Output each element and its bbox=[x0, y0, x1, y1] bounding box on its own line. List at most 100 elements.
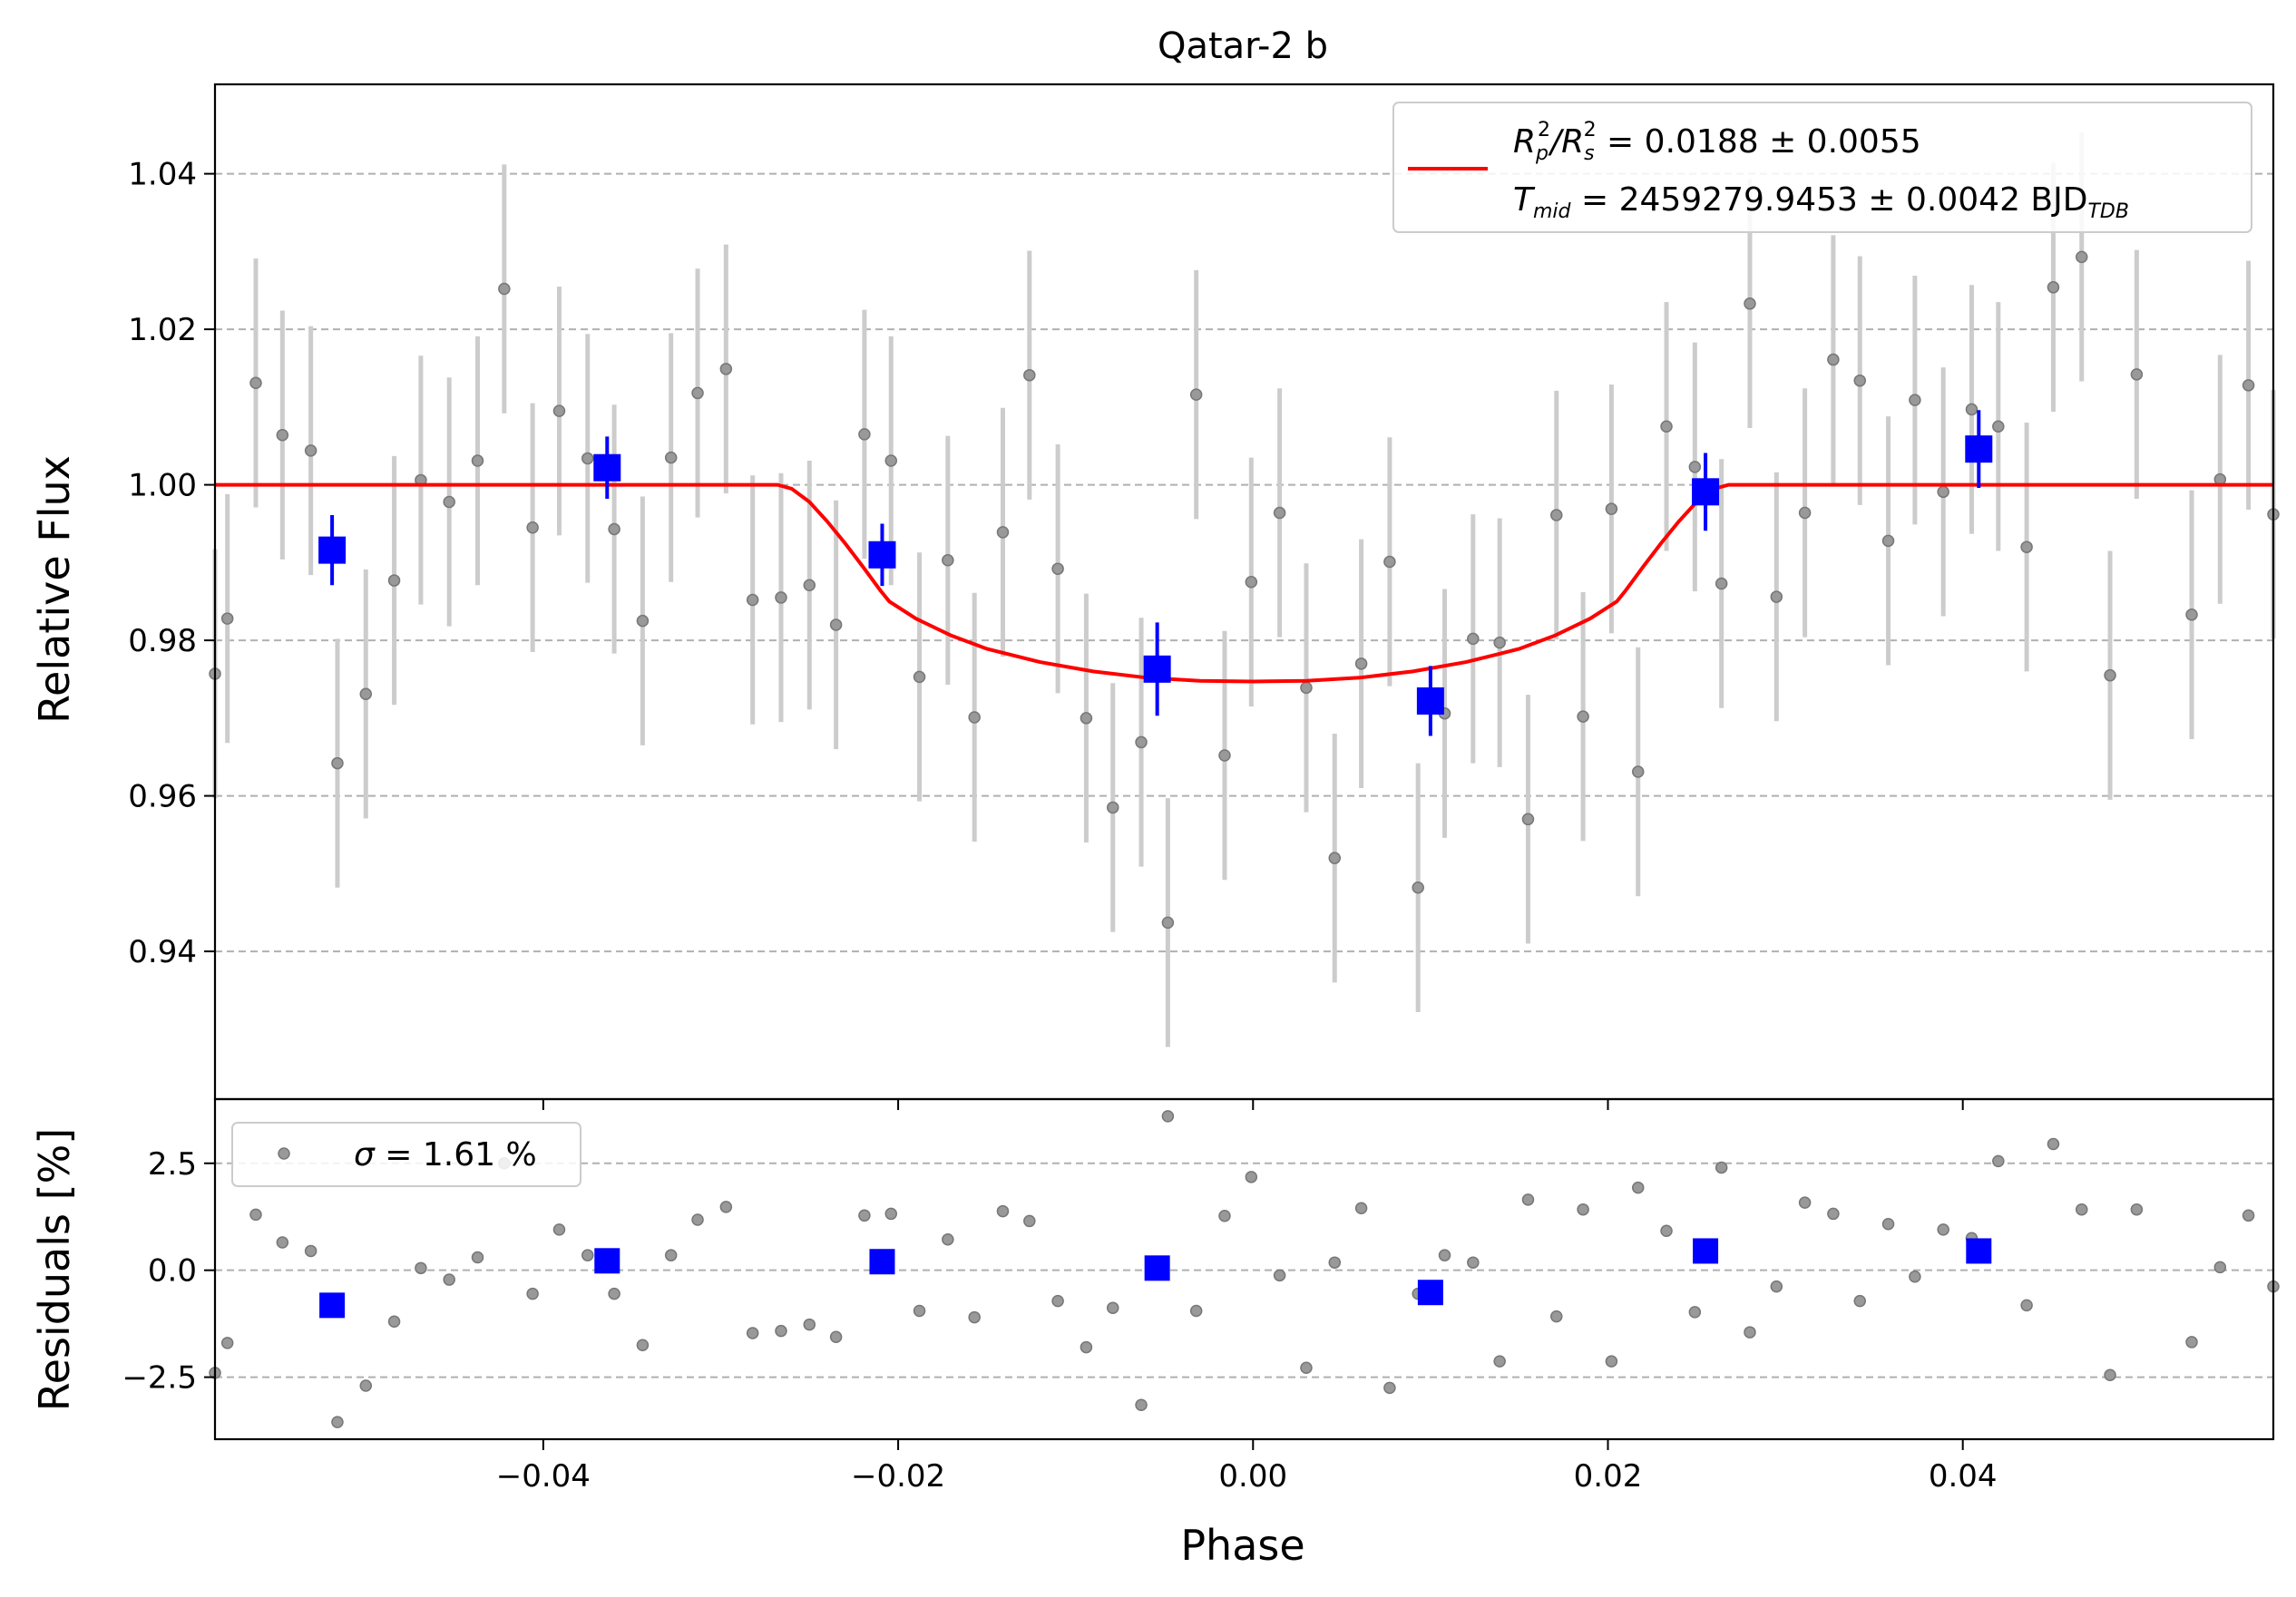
residual-data-point bbox=[1744, 1326, 1756, 1339]
main-data-point bbox=[1273, 506, 1286, 520]
residual-data-point bbox=[1853, 1294, 1866, 1308]
main-y-tick-label: 1.00 bbox=[128, 468, 197, 504]
residual-data-point bbox=[968, 1310, 981, 1324]
residual-data-point bbox=[276, 1236, 289, 1249]
main-data-point bbox=[2130, 368, 2144, 381]
main-data-point bbox=[1245, 576, 1258, 589]
main-data-point bbox=[2047, 281, 2060, 294]
main-data-point bbox=[1521, 813, 1535, 826]
main-data-point bbox=[1992, 420, 2005, 433]
residual-data-point bbox=[1023, 1214, 1036, 1228]
residual-data-point bbox=[1937, 1223, 1949, 1236]
residual-data-point bbox=[803, 1318, 816, 1331]
main-y-tick-label: 0.94 bbox=[128, 934, 197, 970]
main-data-point bbox=[220, 612, 234, 625]
main-binned-point bbox=[1143, 655, 1171, 683]
main-data-point bbox=[1189, 388, 1203, 401]
residual-data-point bbox=[2104, 1368, 2116, 1381]
main-data-point bbox=[1383, 555, 1396, 569]
main-data-point bbox=[1770, 590, 1783, 603]
residual-data-point bbox=[2020, 1299, 2033, 1312]
x-tick-label: 0.00 bbox=[1218, 1458, 1287, 1495]
residual-y-tick-label: 2.5 bbox=[148, 1146, 197, 1183]
main-legend: Rp2/Rs2 = 0.0188 ± 0.0055 Tmid = 2459279… bbox=[1392, 102, 2252, 233]
main-data-point bbox=[691, 386, 704, 400]
residual-data-point bbox=[1605, 1355, 1618, 1368]
main-data-point bbox=[1881, 534, 1895, 548]
residual-data-point bbox=[387, 1315, 401, 1329]
residual-data-point bbox=[1493, 1355, 1506, 1368]
residual-data-point bbox=[1245, 1171, 1258, 1183]
main-y-axis-label: Relative Flux bbox=[30, 455, 79, 724]
residual-data-point bbox=[1051, 1294, 1064, 1308]
main-data-point bbox=[829, 618, 843, 631]
main-legend-box bbox=[1392, 102, 2252, 233]
x-axis-label: Phase bbox=[1180, 1521, 1304, 1570]
main-errorbars bbox=[212, 132, 2276, 1047]
residual-data-point bbox=[1909, 1271, 1921, 1283]
main-data-point bbox=[1023, 368, 1036, 382]
main-data-point bbox=[1218, 749, 1231, 762]
residual-data-point bbox=[2213, 1261, 2227, 1274]
main-y-tick-label: 1.02 bbox=[128, 312, 197, 348]
residual-data-point bbox=[304, 1244, 318, 1258]
residual-data-point bbox=[249, 1208, 262, 1222]
residual-data-point bbox=[2075, 1203, 2088, 1216]
main-binned-points bbox=[318, 410, 1993, 736]
residual-data-point bbox=[1467, 1256, 1480, 1269]
residual-data-point bbox=[1189, 1304, 1203, 1318]
residual-data-point bbox=[664, 1249, 678, 1261]
main-data-point bbox=[1605, 502, 1618, 515]
main-data-point bbox=[581, 452, 594, 465]
residual-data-point bbox=[1080, 1340, 1093, 1354]
main-data-point bbox=[1660, 420, 1673, 433]
main-data-point bbox=[526, 521, 539, 534]
legend-tmid-text: Tmid = 2459279.9453 ± 0.0042 BJDTDB bbox=[1513, 181, 2129, 223]
residual-data-point bbox=[1107, 1301, 1119, 1314]
residual-data-point bbox=[1135, 1398, 1148, 1412]
main-data-point bbox=[1080, 712, 1093, 725]
residual-data-point bbox=[2047, 1137, 2060, 1151]
residual-data-point bbox=[1827, 1207, 1840, 1221]
residual-binned-points bbox=[319, 1238, 1992, 1319]
residual-data-point bbox=[942, 1232, 954, 1246]
main-data-point bbox=[2104, 668, 2116, 682]
residual-data-point bbox=[1273, 1269, 1286, 1282]
residual-gridlines bbox=[215, 1162, 2273, 1378]
main-data-point bbox=[884, 454, 897, 467]
residual-legend-text: σ = 1.61 % bbox=[354, 1136, 537, 1173]
residual-data-point bbox=[2242, 1209, 2255, 1222]
x-tick-label: −0.02 bbox=[851, 1458, 945, 1495]
residual-data-point bbox=[331, 1416, 344, 1428]
residual-data-point bbox=[1328, 1256, 1342, 1269]
main-data-point bbox=[858, 428, 871, 441]
residual-data-point bbox=[1438, 1249, 1451, 1261]
residual-data-point bbox=[359, 1379, 373, 1392]
residual-axes-frame bbox=[213, 1097, 2275, 1441]
main-data-point bbox=[2185, 609, 2198, 621]
residual-data-point bbox=[443, 1273, 455, 1286]
main-data-point bbox=[1354, 657, 1368, 670]
main-data-point bbox=[331, 756, 344, 770]
main-data-point bbox=[775, 591, 787, 604]
main-data-point bbox=[746, 593, 759, 607]
residual-data-point bbox=[552, 1223, 566, 1236]
main-data-point bbox=[1412, 881, 1424, 894]
main-data-point bbox=[1827, 353, 1840, 366]
main-axes-frame bbox=[213, 83, 2275, 1101]
residual-data-point bbox=[1798, 1196, 1812, 1209]
residual-y-tick-label: −2.5 bbox=[122, 1360, 197, 1397]
main-data-point bbox=[2242, 379, 2255, 392]
main-data-point bbox=[1965, 403, 1978, 416]
x-tick-label: 0.04 bbox=[1929, 1458, 1998, 1495]
main-data-point bbox=[1577, 710, 1589, 723]
residual-data-point bbox=[1631, 1181, 1645, 1194]
residual-binned-point bbox=[1417, 1280, 1443, 1306]
main-y-ticks: 0.94 0.96 0.98 1.00 1.02 1.04 bbox=[128, 157, 215, 970]
main-data-point bbox=[1051, 562, 1064, 575]
residual-data-point bbox=[691, 1213, 704, 1226]
residual-data-point bbox=[1300, 1361, 1313, 1374]
residual-data-point bbox=[2130, 1203, 2144, 1216]
residual-data-point bbox=[471, 1251, 484, 1264]
main-data-point bbox=[387, 574, 401, 587]
